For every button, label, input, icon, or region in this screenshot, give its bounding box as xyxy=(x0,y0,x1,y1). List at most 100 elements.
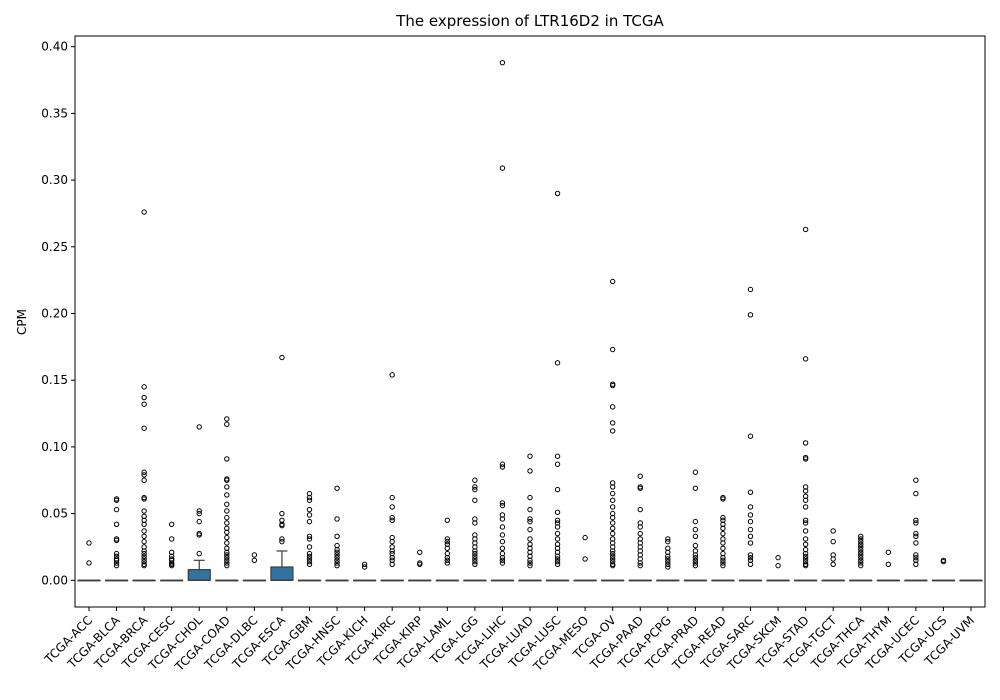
outlier-point xyxy=(665,564,671,570)
y-tick-label: 0.35 xyxy=(41,106,68,120)
outlier-point xyxy=(913,530,919,537)
box-body xyxy=(270,566,294,581)
outlier-point xyxy=(141,508,147,514)
outlier-point xyxy=(472,553,478,560)
chart-title: The expression of LTR16D2 in TCGA xyxy=(395,12,664,30)
outlier-point xyxy=(389,517,395,523)
outlier-point xyxy=(830,561,836,568)
outlier-point xyxy=(444,545,451,551)
outlier-point xyxy=(389,548,395,554)
outlier-point xyxy=(554,561,561,568)
outlier-point xyxy=(527,506,533,513)
outlier-point xyxy=(527,557,533,564)
outlier-point xyxy=(747,526,754,533)
outlier-point xyxy=(224,534,230,541)
outlier-point xyxy=(141,556,147,562)
outlier-point xyxy=(141,394,147,401)
outlier-point xyxy=(692,557,699,564)
outlier-point xyxy=(306,550,313,557)
outlier-point xyxy=(306,553,313,560)
y-axis: 0.00 0.05 0.10 0.15 0.20 0.25 0.30 0.35 0.40 xyxy=(41,40,75,587)
outlier-point xyxy=(472,548,478,554)
box-group xyxy=(738,286,763,582)
outlier-point xyxy=(499,464,506,470)
outlier-point xyxy=(196,510,202,517)
y-tick-label: 0.05 xyxy=(41,507,68,521)
outlier-point xyxy=(692,518,699,525)
outlier-point xyxy=(747,504,754,510)
outlier-point xyxy=(306,506,313,513)
outlier-point xyxy=(224,562,230,569)
outlier-point xyxy=(775,562,781,569)
outlier-point xyxy=(913,540,919,546)
box-group xyxy=(353,561,377,582)
outlier-point xyxy=(554,486,561,493)
outlier-point xyxy=(747,433,754,439)
outlier-point xyxy=(168,536,175,542)
box-group xyxy=(160,521,184,582)
outlier-point xyxy=(692,526,699,533)
outlier-point xyxy=(113,550,120,557)
outlier-point xyxy=(389,514,395,521)
outlier-point xyxy=(306,558,313,565)
outlier-point xyxy=(334,546,340,553)
outlier-point xyxy=(609,530,616,537)
outlier-point xyxy=(802,550,809,557)
outlier-point xyxy=(830,556,836,562)
box-group xyxy=(766,554,790,582)
outlier-point xyxy=(334,562,340,569)
outlier-point xyxy=(499,516,506,522)
outlier-point xyxy=(141,562,147,569)
outlier-point xyxy=(637,473,643,479)
plot-frame xyxy=(74,35,986,608)
box-group xyxy=(297,490,322,582)
box-group xyxy=(215,416,239,582)
box-group xyxy=(490,59,515,582)
outlier-point xyxy=(472,484,478,490)
box-group xyxy=(573,534,597,582)
outlier-point xyxy=(389,504,395,510)
outlier-point xyxy=(609,548,616,554)
outlier-point xyxy=(720,545,726,551)
outlier-point xyxy=(802,541,809,547)
box-group xyxy=(242,552,266,582)
box-group xyxy=(683,469,707,582)
box-group xyxy=(77,540,101,582)
outlier-point xyxy=(802,536,809,542)
outlier-point xyxy=(279,354,285,361)
outlier-point xyxy=(113,521,120,527)
outlier-point xyxy=(720,514,726,521)
outlier-point xyxy=(692,485,699,491)
outlier-point xyxy=(196,508,202,514)
outlier-point xyxy=(499,538,506,545)
box-group xyxy=(463,477,487,582)
outlier-point xyxy=(251,557,258,564)
outlier-point xyxy=(747,554,754,561)
outlier-point xyxy=(747,540,754,546)
outlier-point xyxy=(444,536,451,542)
box-group xyxy=(876,549,900,582)
outlier-point xyxy=(141,538,147,545)
y-tick-label: 0.25 xyxy=(41,240,68,254)
outlier-point xyxy=(361,564,368,570)
box-group xyxy=(187,424,211,582)
outlier-point xyxy=(858,533,864,539)
outlier-point xyxy=(609,490,616,497)
box-group xyxy=(711,494,735,582)
outlier-point xyxy=(499,59,506,66)
outlier-point xyxy=(554,509,561,515)
outlier-point xyxy=(472,561,478,568)
outlier-point xyxy=(554,558,561,565)
outlier-point xyxy=(637,530,643,537)
outlier-point xyxy=(609,420,616,426)
y-tick-label: 0.20 xyxy=(41,306,68,320)
x-axis: TCGA-ACCTCGA-BLCATCGA-BRCATCGA-CESCTCGA-… xyxy=(41,607,977,674)
outlier-point xyxy=(251,552,258,558)
outlier-point xyxy=(389,538,395,545)
outlier-point xyxy=(858,541,864,547)
outlier-point xyxy=(913,533,919,539)
outlier-point xyxy=(444,554,451,561)
outlier-point xyxy=(858,538,864,545)
outlier-point xyxy=(141,401,147,407)
outlier-point xyxy=(306,561,313,568)
